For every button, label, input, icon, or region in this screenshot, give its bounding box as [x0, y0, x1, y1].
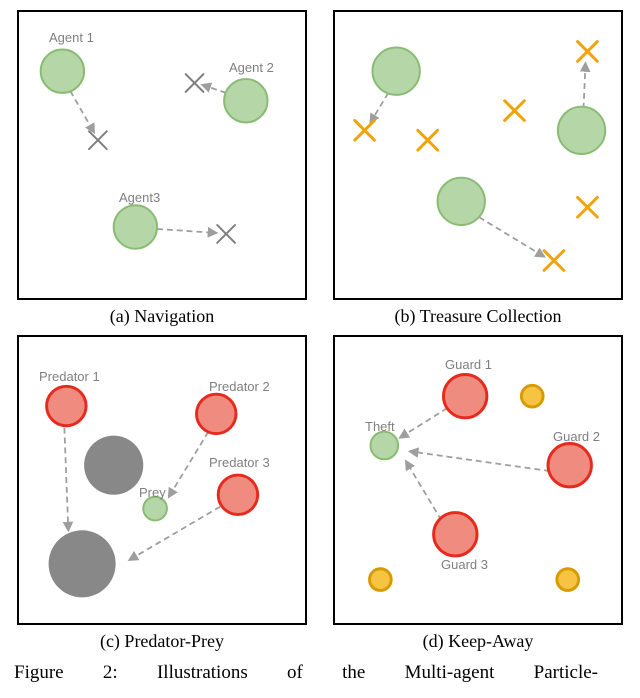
panel-treasure: [333, 10, 623, 300]
agent-label: Predator 2: [209, 379, 270, 394]
panel-predator-prey: Predator 1 Predator 2 Predator 3 Prey: [17, 335, 307, 625]
caption-d: (d) Keep-Away: [423, 631, 534, 652]
agent-label: Agent3: [119, 190, 160, 205]
agent-label: Guard 1: [445, 357, 492, 372]
agent-label: Guard 3: [441, 557, 488, 572]
caption-b: (b) Treasure Collection: [395, 306, 562, 327]
cell-a: Agent 1 Agent 2 Agent3 (a) Navigation: [14, 10, 310, 327]
agent-label: Theft: [365, 419, 395, 434]
figure-caption-line: Figure 2: Illustrations of the Multi-age…: [0, 656, 612, 684]
agent-label: Guard 2: [553, 429, 600, 444]
panel-keep-away: Guard 1 Guard 2 Guard 3 Theft: [333, 335, 623, 625]
agent-label: Agent 2: [229, 60, 274, 75]
agent-label: Predator 1: [39, 369, 100, 384]
agent-label: Agent 1: [49, 30, 94, 45]
agent-label: Prey: [139, 485, 166, 500]
cell-d: Guard 1 Guard 2 Guard 3 Theft (d) Keep-Away: [330, 335, 626, 652]
cell-c: Predator 1 Predator 2 Predator 3 Prey (c) P…: [14, 335, 310, 652]
agent-label: Predator 3: [209, 455, 270, 470]
figure-grid: Agent 1 Agent 2 Agent3 (a) Navigation (b) …: [0, 0, 640, 656]
caption-c: (c) Predator-Prey: [100, 631, 224, 652]
panel-navigation: Agent 1 Agent 2 Agent3: [17, 10, 307, 300]
cell-b: (b) Treasure Collection: [330, 10, 626, 327]
caption-a: (a) Navigation: [110, 306, 214, 327]
